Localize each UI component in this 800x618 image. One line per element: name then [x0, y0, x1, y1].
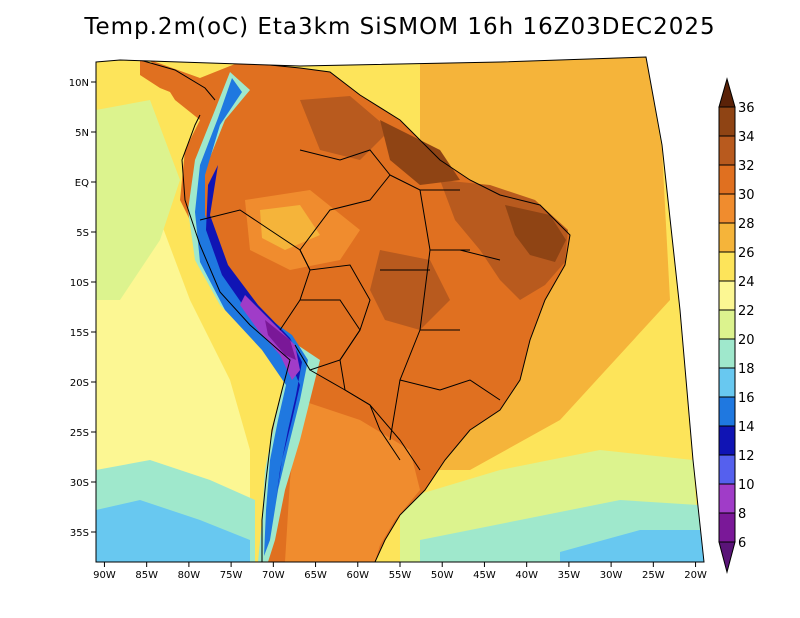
- ocean-pacific-green: [96, 100, 180, 300]
- lat-tick-label-0: 10N: [69, 78, 89, 89]
- colorbar-swatch-9: [718, 367, 736, 398]
- lat-tick-label-6: 20S: [70, 378, 89, 389]
- colorbar-label-12: 12: [738, 449, 755, 464]
- lon-tick-label-14: 20W: [684, 570, 707, 581]
- lon-tick-label-5: 65W: [304, 570, 327, 581]
- lat-tick-label-9: 35S: [70, 528, 89, 539]
- lon-tick-label-4: 70W: [262, 570, 285, 581]
- northeast-very-hot: [440, 180, 568, 300]
- lon-tick-label-0: 90W: [93, 570, 116, 581]
- colorbar-label-10: 16: [738, 391, 755, 406]
- argentina-border: [309, 369, 401, 461]
- colorbar-label-3: 30: [738, 188, 755, 203]
- longitude-axis: 90W 85W 80W 75W 70W 65W 60W 55W 50W 45W 40W 35W 30W 2…: [93, 562, 707, 581]
- lat-tick-label-4: 10S: [70, 278, 89, 289]
- lat-tick-label-8: 30S: [70, 478, 89, 489]
- continent-coastline: [239, 61, 571, 562]
- altiplano-purple: [265, 320, 296, 360]
- colorbar-label-14: 8: [738, 507, 746, 522]
- colorbar-swatch-1: [718, 135, 736, 166]
- colorbar-swatch-6: [718, 280, 736, 311]
- map-frame: [95, 56, 705, 563]
- temperature-field: [96, 57, 704, 562]
- colorbar-label-13: 10: [738, 478, 755, 493]
- colorbar-label-9: 18: [738, 362, 755, 377]
- lat-tick-label-7: 25S: [70, 428, 89, 439]
- lon-tick-label-2: 80W: [178, 570, 201, 581]
- colorbar-swatch-7: [718, 309, 736, 340]
- continent-south-warm: [285, 400, 420, 562]
- colorbar-swatch-5: [718, 251, 736, 282]
- colorbar-swatch-4: [718, 222, 736, 253]
- lon-tick-label-3: 75W: [220, 570, 243, 581]
- andes-deep-blue: [206, 165, 302, 500]
- map-title: Temp.2m(oC) Eta3km SiSMOM 16h 16Z03DEC20…: [84, 14, 716, 40]
- brazil-states: [380, 174, 501, 441]
- lon-tick-label-11: 35W: [558, 570, 581, 581]
- lat-tick-label-1: 5N: [75, 128, 89, 139]
- lon-tick-label-7: 55W: [389, 570, 412, 581]
- colorbar-top-arrow: [718, 77, 736, 108]
- colorbar-label-0: 36: [738, 101, 755, 116]
- colorbar-label-5: 26: [738, 246, 755, 261]
- colorbar-swatch-3: [718, 193, 736, 224]
- colorbar-swatch-0: [718, 106, 736, 137]
- northeast-hottest: [505, 205, 566, 262]
- colorbar-label-1: 34: [738, 130, 755, 145]
- lon-tick-label-10: 40W: [515, 570, 538, 581]
- bolivia-border: [294, 299, 361, 371]
- lon-tick-label-8: 50W: [431, 570, 454, 581]
- colorbar-label-15: 6: [738, 536, 746, 551]
- lon-tick-label-13: 25W: [642, 570, 665, 581]
- lon-tick-label-6: 60W: [346, 570, 369, 581]
- colorbar-swatch-2: [718, 164, 736, 195]
- west-coastline: [181, 114, 291, 562]
- colorbar-swatch-10: [718, 396, 736, 427]
- colorbar-swatch-13: [718, 483, 736, 514]
- colorbar-label-2: 32: [738, 159, 755, 174]
- colorbar-swatch-11: [718, 425, 736, 456]
- guiana-hot-patch: [300, 96, 390, 160]
- central-america-coast: [139, 59, 216, 101]
- colorbar-label-8: 20: [738, 333, 755, 348]
- lat-tick-label-3: 5S: [76, 228, 89, 239]
- amazon-yellow-patch: [260, 205, 320, 250]
- central-america-hot: [140, 60, 215, 110]
- colorbar-bottom-arrow: [718, 541, 736, 574]
- ocean-south-atlantic-blue: [560, 530, 704, 562]
- north-coast-hot: [380, 120, 460, 185]
- colorbar: 36 34 32 30 28 26 24 22 20 18 16 14 12 10 8 6: [718, 77, 755, 574]
- colorbar-swatch-12: [718, 454, 736, 485]
- lat-tick-label-5: 15S: [70, 328, 89, 339]
- ocean-south-pacific-blue: [96, 500, 250, 562]
- country-borders: [139, 59, 571, 562]
- andes-violet: [240, 295, 300, 380]
- lon-tick-label-12: 30W: [600, 570, 623, 581]
- lat-tick-label-2: EQ: [75, 178, 89, 189]
- colorbar-label-11: 14: [738, 420, 755, 435]
- lon-tick-label-9: 45W: [473, 570, 496, 581]
- latitude-axis: 10N 5N EQ 5S 10S 15S 20S 25S 30S 35S: [69, 78, 96, 539]
- colorbar-label-4: 28: [738, 217, 755, 232]
- colorbar-swatch-8: [718, 338, 736, 369]
- lon-tick-label-1: 85W: [135, 570, 158, 581]
- colorbar-label-6: 24: [738, 275, 755, 290]
- colorbar-swatch-14: [718, 512, 736, 543]
- colorbar-label-7: 22: [738, 304, 755, 319]
